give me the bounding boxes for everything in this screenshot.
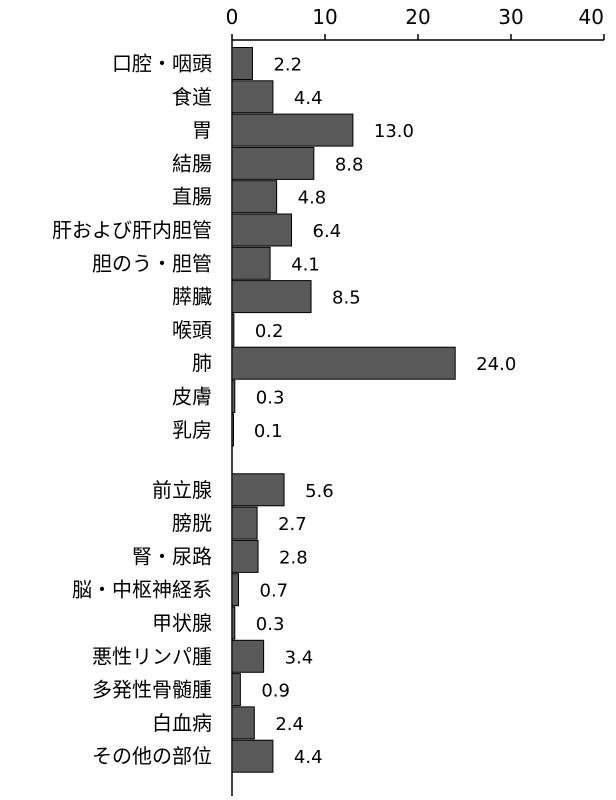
category-label: 膀胱 (172, 511, 212, 535)
bar (231, 606, 236, 640)
bar (231, 313, 235, 347)
bar (231, 47, 253, 80)
value-label: 24.0 (476, 354, 516, 375)
bar (231, 573, 240, 607)
bar (231, 80, 274, 114)
category-label: 喉頭 (172, 318, 212, 342)
x-tick-label: 30 (498, 5, 523, 29)
bar (231, 639, 265, 673)
x-tick-label: 40 (579, 5, 604, 29)
value-label: 13.0 (374, 121, 414, 142)
category-label: 乳房 (172, 418, 212, 442)
category-label: 腎・尿路 (132, 544, 212, 568)
value-label: 0.2 (255, 321, 284, 342)
x-tick-label: 20 (405, 5, 430, 29)
category-label: 白血病 (152, 711, 212, 735)
bar (231, 213, 293, 247)
category-label: 食道 (172, 85, 212, 109)
bar (231, 413, 234, 447)
value-label: 8.5 (332, 288, 361, 309)
category-label: 悪性リンパ腫 (92, 644, 212, 668)
value-label: 3.4 (285, 647, 314, 668)
bar (231, 673, 241, 707)
bar (231, 706, 255, 740)
category-label: 口腔・咽頭 (112, 52, 212, 76)
x-tick-label: 10 (312, 5, 337, 29)
bar (231, 739, 274, 773)
category-label: 前立腺 (152, 478, 212, 502)
bar (231, 346, 456, 380)
x-tick-label: 0 (226, 5, 239, 29)
category-label: 胆のう・胆管 (92, 251, 212, 275)
value-label: 2.2 (273, 55, 302, 76)
value-label: 6.4 (313, 221, 342, 242)
bar (231, 539, 259, 573)
label-layer: 口腔・咽頭 2.2 食道 4.4 胃 13.0 結腸 8.8 直腸 4.8 肝および肝内胆管 6.4 胆… (52, 52, 516, 769)
value-label: 0.3 (256, 614, 285, 635)
category-label: 多発性骨髄腫 (92, 678, 212, 702)
value-label: 8.8 (335, 154, 364, 175)
category-label: その他の部位 (92, 744, 212, 768)
bar (231, 473, 285, 507)
value-label: 2.8 (279, 547, 308, 568)
bar (231, 246, 271, 280)
category-label: 甲状腺 (152, 611, 212, 635)
value-label: 5.6 (305, 481, 334, 502)
value-label: 2.7 (278, 514, 307, 535)
bar (231, 146, 315, 180)
value-label: 0.3 (256, 388, 285, 409)
value-label: 0.9 (261, 681, 290, 702)
bar (231, 506, 258, 540)
value-label: 0.7 (260, 581, 289, 602)
value-label: 0.1 (254, 421, 283, 442)
category-label: 肝および肝内胆管 (52, 218, 212, 242)
value-label: 4.8 (298, 188, 327, 209)
category-label: 膵臓 (172, 285, 212, 309)
value-label: 4.4 (294, 747, 323, 768)
bar-layer (231, 47, 456, 773)
category-label: 胃 (192, 118, 212, 142)
category-label: 結腸 (172, 151, 212, 175)
bar (231, 113, 354, 147)
category-label: 脳・中枢神経系 (72, 578, 212, 602)
value-label: 4.4 (294, 88, 323, 109)
bar (231, 180, 278, 214)
category-label: 直腸 (172, 185, 212, 209)
bar (231, 380, 236, 413)
value-label: 4.1 (291, 254, 320, 275)
category-label: 皮膚 (172, 385, 212, 409)
value-label: 2.4 (275, 714, 304, 735)
category-label: 肺 (192, 351, 212, 375)
bar (231, 280, 312, 314)
